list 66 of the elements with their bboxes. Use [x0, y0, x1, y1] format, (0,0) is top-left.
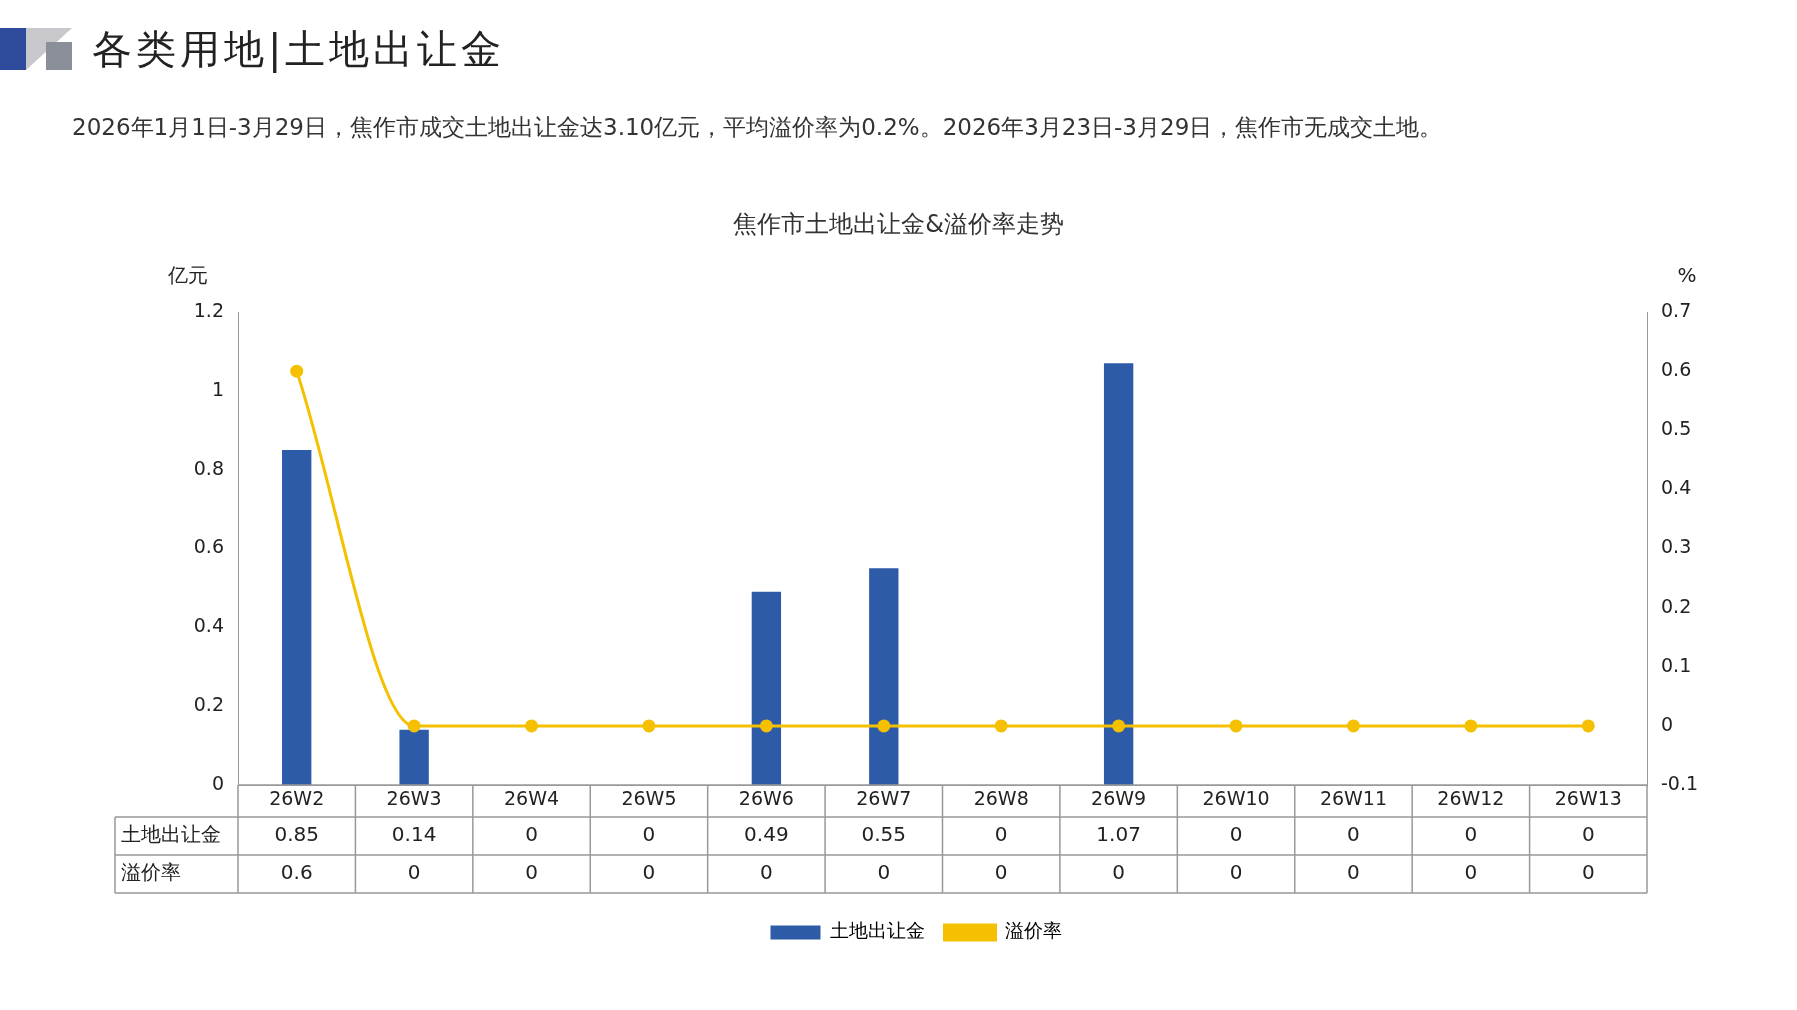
x-tick-label: 26W2	[269, 787, 325, 810]
data-label: 0	[1229, 860, 1243, 885]
legend-label: 土地出让金	[830, 919, 925, 942]
y2-tick-label: 0.2	[1661, 594, 1692, 617]
x-tick-label: 26W5	[621, 787, 677, 810]
y2-tick-label: 0.4	[1661, 476, 1692, 499]
x-tick-label: 26W4	[504, 787, 560, 810]
y-tick-label: 0	[211, 771, 224, 794]
data-label: 0	[1347, 822, 1360, 847]
y-tick-label: 0.8	[193, 456, 224, 479]
y2-axis-title: %	[1677, 263, 1697, 288]
data-label: 0.85	[274, 822, 319, 847]
data-label: 0.49	[744, 822, 789, 847]
x-tick-label: 26W3	[386, 787, 442, 810]
y2-tick-label: 0.3	[1661, 535, 1692, 558]
y-tick-label: 1.2	[193, 298, 224, 321]
x-tick-label: 26W12	[1437, 787, 1505, 810]
data-label: 0	[1229, 822, 1243, 847]
x-tick-label: 26W10	[1202, 787, 1270, 810]
data-label: 0	[994, 860, 1008, 885]
chart-title: 各类用地|土地出让金	[92, 25, 506, 75]
y2-tick-label: 0.5	[1661, 417, 1692, 440]
data-label: 0	[1112, 860, 1125, 885]
x-tick-label: 26W8	[973, 787, 1029, 810]
y-tick-label: 0.2	[193, 693, 224, 716]
y-tick-label: 0.6	[193, 535, 224, 558]
x-tick-label: 26W7	[856, 787, 912, 810]
x-tick-label: 26W9	[1091, 787, 1147, 810]
data-label: 0	[525, 860, 538, 885]
text: 溢价率	[121, 860, 181, 885]
data-label: 0	[877, 860, 891, 885]
y2-tick-label: -0.1	[1661, 771, 1699, 794]
data-label: 0	[642, 860, 656, 885]
text: 土地出让金	[121, 822, 221, 847]
data-label: 0	[1464, 822, 1478, 847]
x-tick-label: 26W11	[1319, 787, 1388, 810]
x-tick-label: 26W13	[1554, 787, 1622, 810]
data-label: 0	[1581, 860, 1595, 885]
data-label: 0	[1581, 822, 1595, 847]
y2-tick-label: 0.1	[1661, 653, 1692, 676]
text: 焦作市土地出让金&溢价率走势	[732, 209, 1065, 240]
data-label: 0.14	[391, 822, 437, 847]
data-label: 0	[1464, 860, 1478, 885]
data-label: 0	[407, 860, 421, 885]
data-label: 0	[1347, 860, 1360, 885]
y2-tick-label: 0.6	[1661, 358, 1692, 381]
y2-tick-label: 0	[1661, 712, 1674, 735]
data-label: 0.55	[861, 822, 907, 847]
data-label: 0	[525, 822, 538, 847]
y-tick-label: 1	[211, 377, 224, 400]
bar	[282, 449, 312, 785]
data-label: 0	[994, 822, 1008, 847]
bar	[1103, 363, 1134, 785]
bar	[869, 568, 899, 785]
data-label: 1.07	[1096, 822, 1141, 847]
bar	[751, 591, 782, 785]
y-axis-title: 亿元	[167, 263, 208, 288]
y-tick-label: 0.4	[193, 614, 224, 637]
legend-label: 溢价率	[1004, 919, 1062, 942]
data-label: 0	[642, 822, 656, 847]
bar	[399, 729, 429, 785]
y2-tick-label: 0.7	[1661, 298, 1692, 321]
x-tick-label: 26W6	[738, 787, 794, 810]
data-label: 0.6	[280, 860, 313, 885]
chart-subtitle: 2026年1月1日-3月29日，焦作市成交土地出让金达3.10亿元，平均溢价率为0.2%。2026年3月23日-3月29日，焦作市无成交土地。	[72, 113, 1443, 142]
data-label: 0	[760, 860, 773, 885]
